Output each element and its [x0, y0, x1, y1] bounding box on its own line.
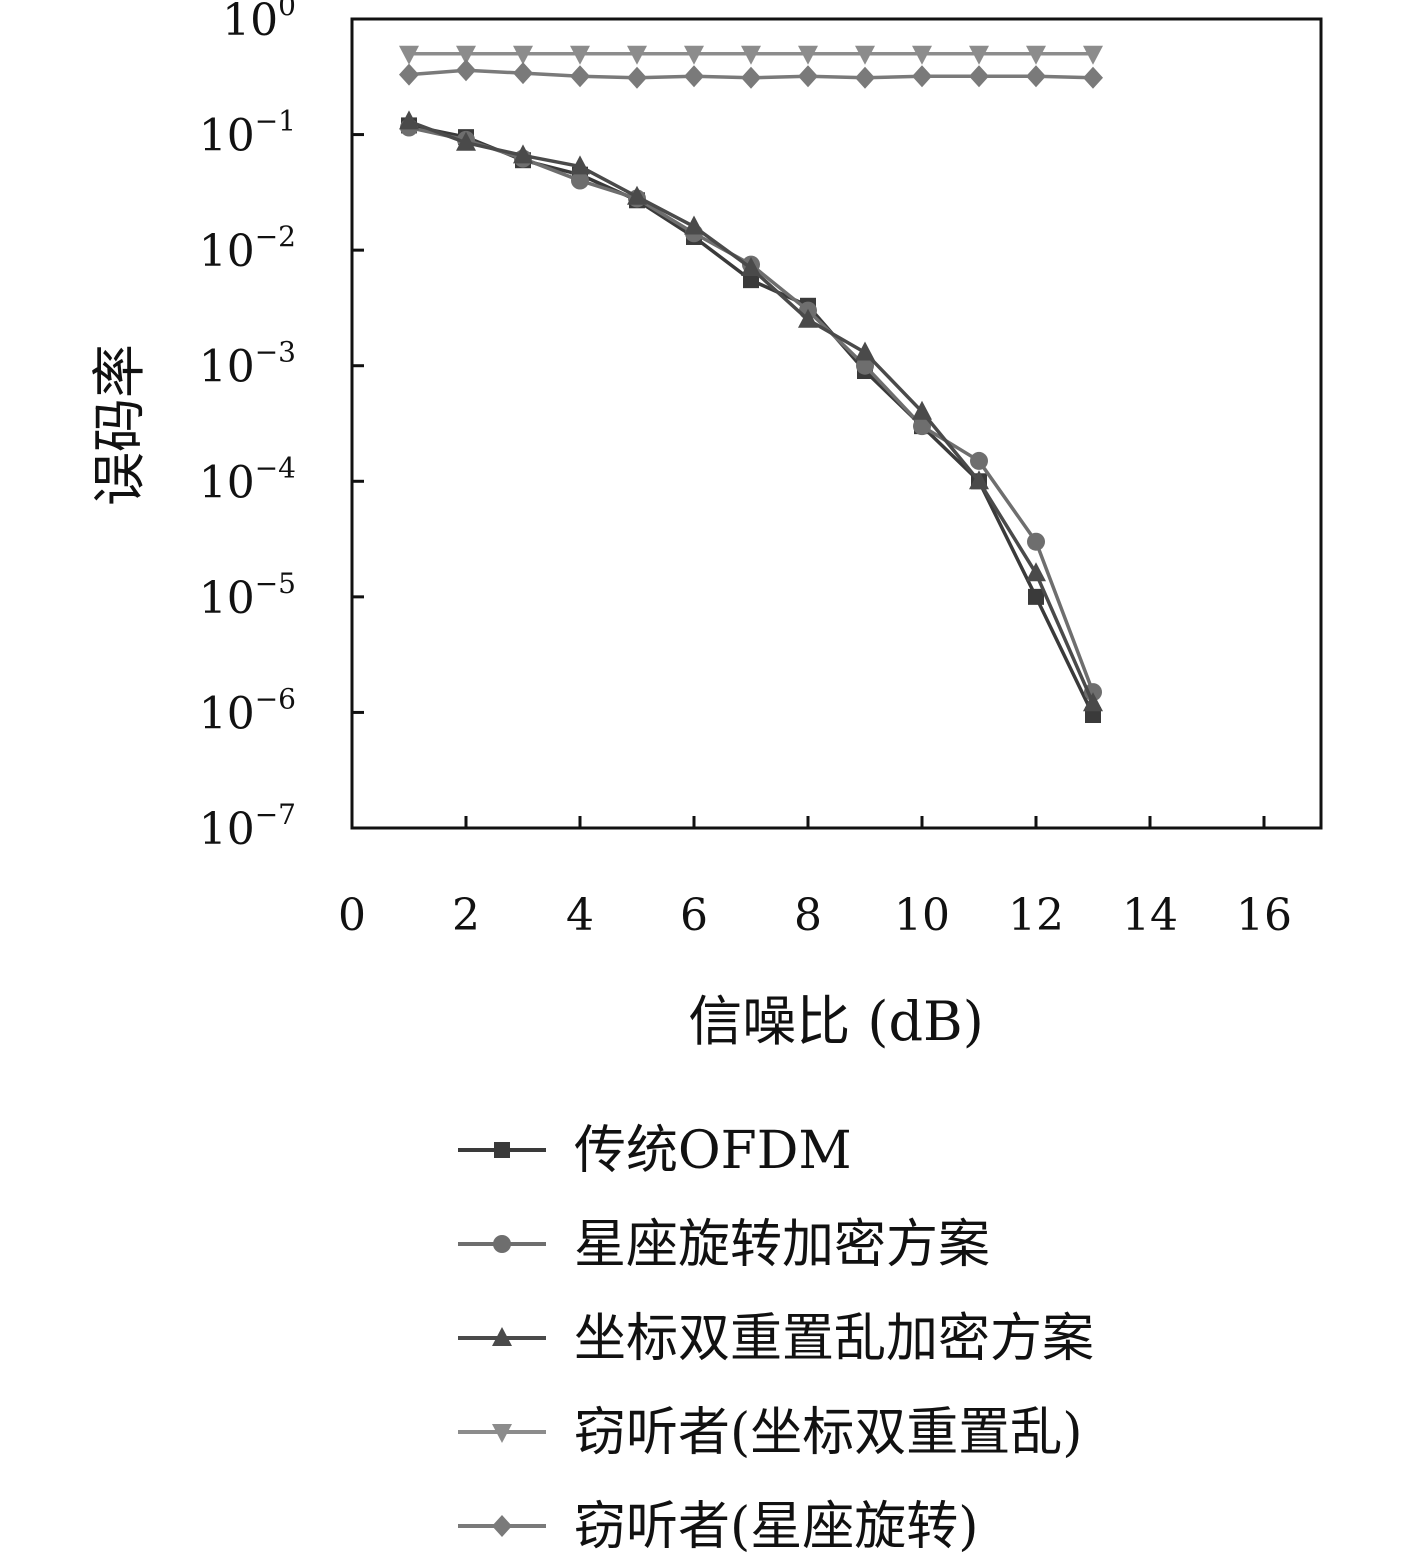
data-point	[741, 66, 761, 89]
y-tick-label: 100	[222, 0, 296, 46]
data-point	[570, 155, 590, 175]
data-point	[513, 62, 533, 85]
data-point	[684, 215, 704, 235]
data-point	[399, 110, 419, 130]
data-point	[855, 45, 875, 65]
data-point	[912, 65, 932, 88]
data-point	[513, 45, 533, 65]
data-point	[855, 341, 875, 361]
data-point	[855, 66, 875, 89]
legend-swatch-marker	[492, 1515, 512, 1537]
data-point	[743, 272, 759, 289]
x-tick-label: 14	[1122, 890, 1178, 941]
data-point	[1027, 532, 1045, 551]
x-tick-label: 12	[1008, 890, 1064, 941]
series-group	[399, 45, 1103, 65]
data-point	[456, 59, 476, 82]
data-point	[969, 470, 989, 490]
series-group	[399, 110, 1103, 712]
data-point	[741, 45, 761, 65]
legend-swatch-marker	[492, 1424, 512, 1443]
y-axis-title: 误码率	[88, 344, 151, 506]
y-tick-label: 10−3	[199, 336, 296, 393]
legend-label: 坐标双重置乱加密方案	[574, 1309, 1094, 1369]
data-point	[856, 356, 874, 375]
y-tick-label: 10−5	[199, 567, 296, 624]
data-point	[970, 451, 988, 470]
series-line	[408, 123, 1095, 716]
data-point	[1028, 588, 1044, 605]
data-point	[456, 131, 476, 151]
data-point	[456, 45, 476, 65]
x-tick-label: 4	[566, 890, 594, 941]
legend-label: 星座旋转加密方案	[574, 1215, 990, 1275]
series-group	[399, 59, 1103, 89]
legend-swatch-marker	[493, 1235, 511, 1253]
data-point	[912, 45, 932, 65]
data-point	[798, 65, 818, 88]
y-tick-label: 10−6	[199, 682, 296, 739]
x-axis-title: 信噪比 (dB)	[688, 990, 984, 1053]
data-point	[570, 65, 590, 88]
data-point	[399, 45, 419, 65]
legend-label: 窃听者(坐标双重置乱)	[574, 1403, 1083, 1463]
y-tick-label: 10−1	[199, 105, 296, 162]
data-point	[969, 65, 989, 88]
data-point	[1026, 65, 1046, 88]
data-point	[513, 144, 533, 164]
x-tick-label: 0	[338, 890, 366, 941]
legend-label: 传统OFDM	[574, 1121, 852, 1181]
data-point	[1083, 692, 1103, 712]
legend-label: 窃听者(星座旋转)	[574, 1497, 979, 1557]
data-point	[1026, 562, 1046, 582]
data-point	[627, 185, 647, 205]
series-line	[408, 119, 1095, 704]
x-tick-label: 16	[1236, 890, 1292, 941]
data-point	[1083, 45, 1103, 65]
plot-area-frame	[350, 17, 1323, 830]
data-point	[741, 257, 761, 277]
x-tick-label: 10	[894, 890, 950, 941]
y-tick-label: 10−2	[199, 220, 296, 277]
series-layer	[399, 45, 1103, 724]
data-point	[399, 63, 419, 86]
y-tick-label: 10−7	[199, 798, 296, 855]
x-tick-label: 2	[452, 890, 480, 941]
x-tick-label: 8	[794, 890, 822, 941]
data-point	[1083, 66, 1103, 89]
x-axis-ticks: 0 2 4 6 8 10 12 14 16	[338, 816, 1292, 941]
data-point	[570, 45, 590, 65]
data-point	[684, 45, 704, 65]
data-point	[1026, 45, 1046, 65]
x-tick-label: 6	[680, 890, 708, 941]
data-point	[913, 417, 931, 436]
data-point	[912, 400, 932, 420]
series-line	[408, 125, 1095, 693]
data-point	[627, 66, 647, 89]
data-point	[684, 65, 704, 88]
series-group	[400, 118, 1102, 702]
legend-swatch-marker	[492, 1327, 512, 1346]
data-point	[798, 45, 818, 65]
y-tick-label: 10−4	[199, 451, 296, 508]
data-point	[627, 45, 647, 65]
series-group	[401, 117, 1101, 724]
data-point	[571, 171, 589, 190]
legend-swatch-marker	[494, 1142, 510, 1158]
data-point	[969, 45, 989, 65]
data-point	[798, 308, 818, 328]
y-axis-ticks: 100 10−1 10−2 10−3 10−4 10−5 10−6 10−7	[199, 0, 364, 855]
